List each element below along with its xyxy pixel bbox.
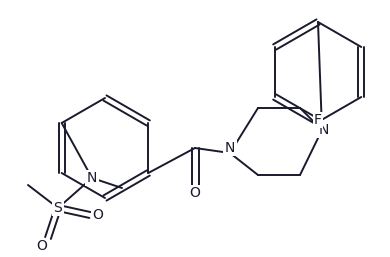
Text: N: N	[87, 171, 97, 185]
Text: N: N	[319, 123, 329, 137]
Text: O: O	[190, 186, 200, 200]
Text: F: F	[314, 113, 322, 127]
Text: O: O	[92, 208, 103, 222]
Text: N: N	[225, 141, 235, 155]
Text: O: O	[37, 239, 48, 253]
Text: S: S	[54, 201, 62, 215]
